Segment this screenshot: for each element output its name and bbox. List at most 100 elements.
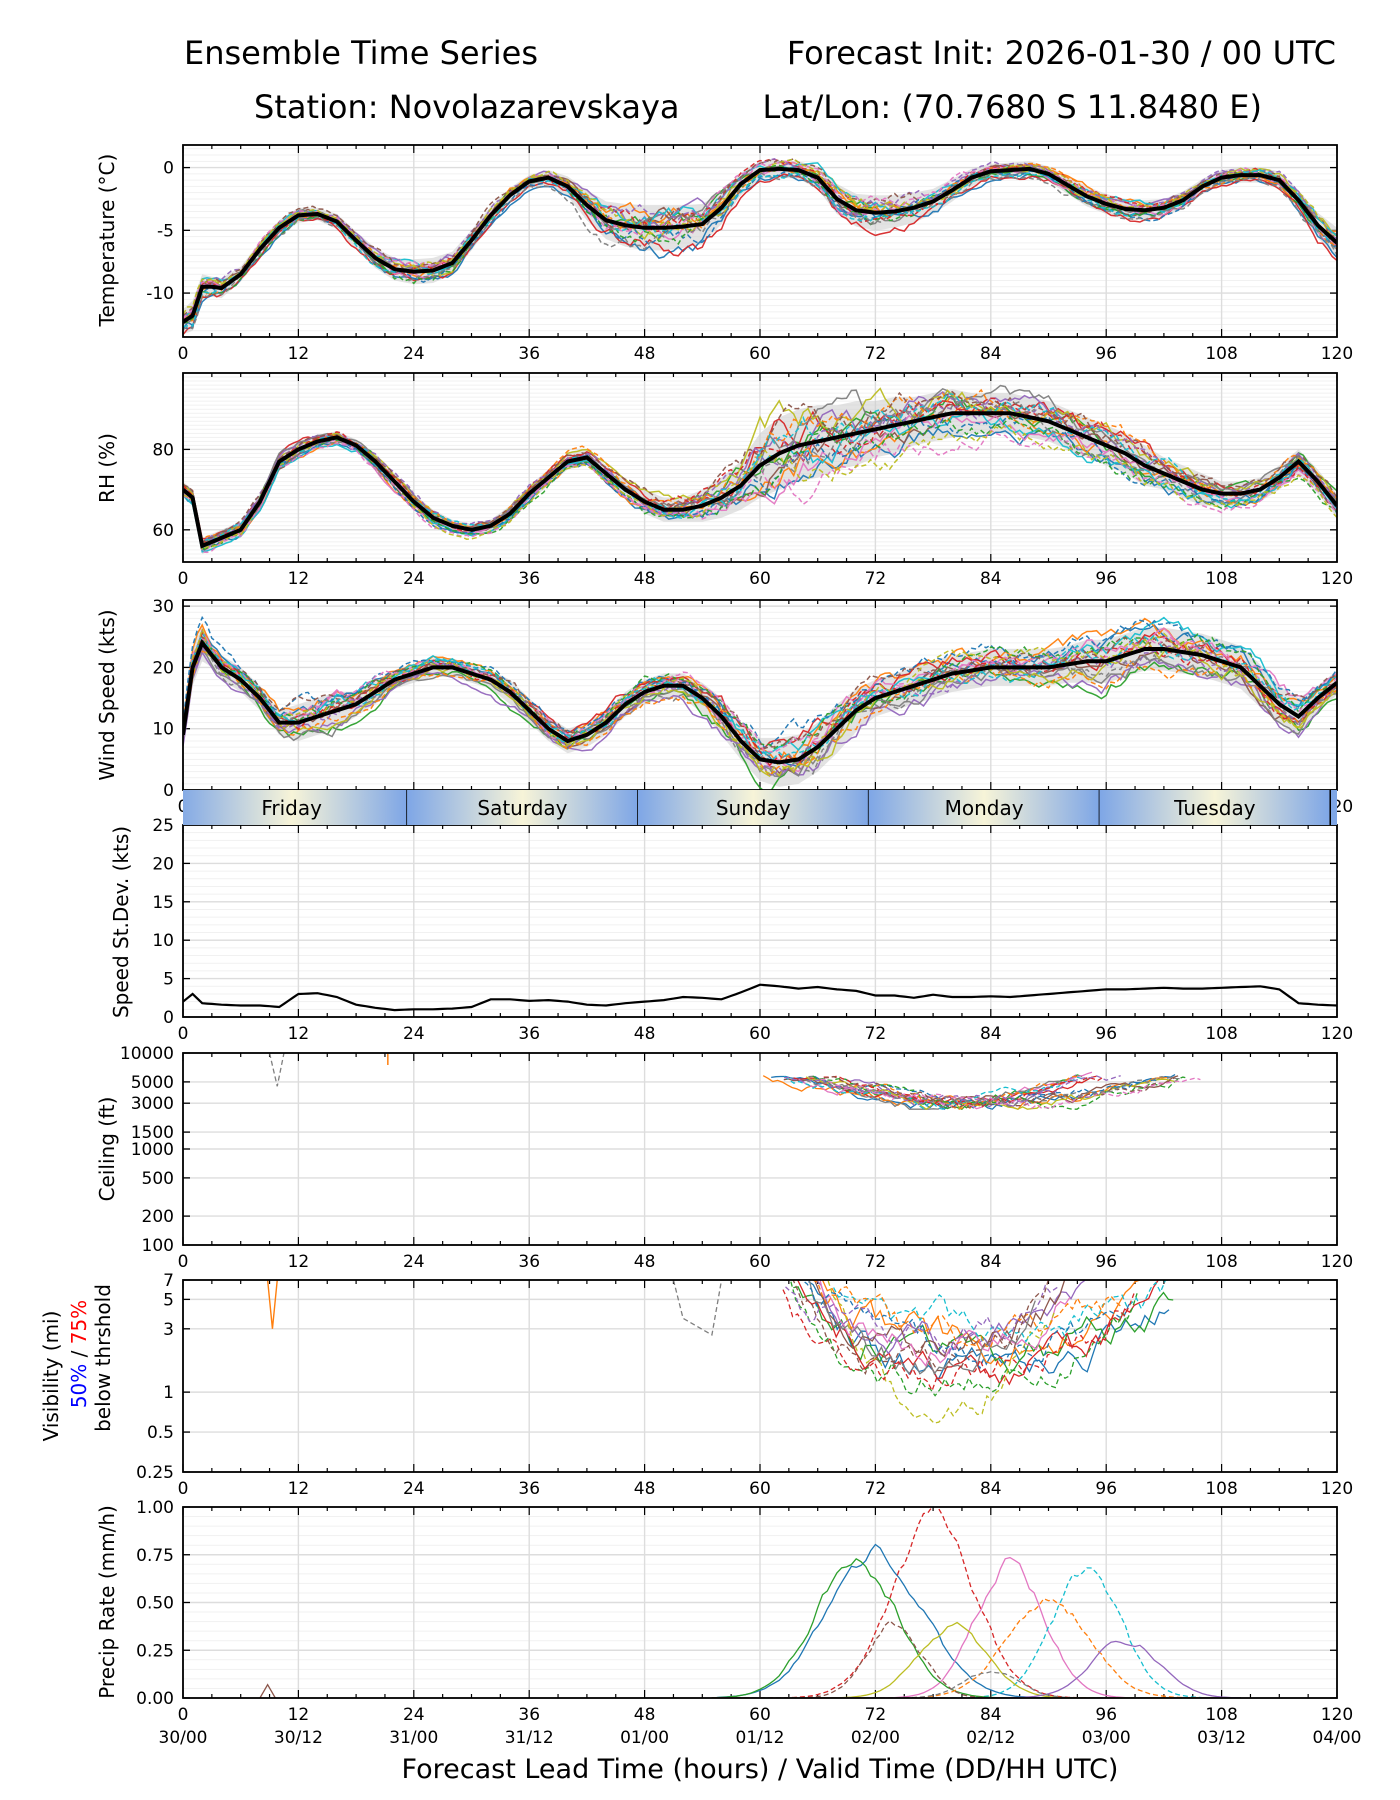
x-tick-label: 48 xyxy=(634,344,656,364)
ensemble-member-line xyxy=(183,631,1337,767)
station-name: Station: Novolazarevskaya xyxy=(254,88,680,126)
visibility-member-line xyxy=(819,1280,1071,1368)
x-tick-label: 0 xyxy=(178,569,189,589)
x-tick-label: 48 xyxy=(634,1024,656,1044)
plot-area xyxy=(183,384,1337,554)
precip-member-line xyxy=(711,1557,1241,1698)
x-tick-label: 60 xyxy=(749,569,771,589)
ensemble-member-line xyxy=(183,616,1337,757)
y-tick-label: 0.5 xyxy=(147,1423,174,1443)
precip-member-line xyxy=(711,1640,1241,1698)
day-of-week-bar: Friday Saturday Sunday Monday Tuesday xyxy=(183,790,1337,825)
vis-75-label: 75% xyxy=(67,1300,91,1344)
ensemble-member-line xyxy=(183,171,1337,331)
precip-member-line xyxy=(711,1621,1241,1698)
y-tick-label: 15 xyxy=(152,893,174,913)
x-tick-label: 120 xyxy=(1321,1252,1353,1272)
x-tick-label: 96 xyxy=(1095,569,1117,589)
y-tick-label: -10 xyxy=(146,284,174,304)
day-segment xyxy=(407,790,638,825)
y-tick-label: 10 xyxy=(152,720,174,740)
x-tick-label: 24 xyxy=(403,569,425,589)
ensemble-member-line xyxy=(183,635,1337,753)
vis-50-label: 50% xyxy=(67,1364,91,1408)
y-tick-label: 3000 xyxy=(131,1094,174,1114)
precip-member-line xyxy=(711,1507,1241,1698)
y-axis-label: Visibility (mi) xyxy=(39,1311,63,1442)
y-axis-label: Ceiling (ft) xyxy=(95,1097,119,1202)
panel-1: 0 -5 -10 0 12 24 36 48 60 72 84 96 108 120 Temperature… xyxy=(95,144,1353,364)
x-tick-label: 84 xyxy=(980,1024,1002,1044)
x-tick-label: 96 xyxy=(1095,1705,1117,1725)
day-label: Monday xyxy=(945,796,1024,820)
precip-member-line xyxy=(711,1597,1241,1698)
x-tick-label: 120 xyxy=(1321,1479,1353,1499)
x-tick-label: 84 xyxy=(980,344,1002,364)
x-tick-label: 48 xyxy=(634,1705,656,1725)
valid-time-label: 02/12 xyxy=(966,1728,1015,1748)
precip-member-line xyxy=(259,1683,276,1698)
visibility-member-line xyxy=(266,1280,278,1329)
x-tick-label: 36 xyxy=(518,1252,540,1272)
vis-sep: / xyxy=(67,1344,91,1363)
x-tick-label: 108 xyxy=(1205,1024,1237,1044)
ensemble-mean-line xyxy=(183,166,1337,324)
x-tick-label: 60 xyxy=(749,1479,771,1499)
x-tick-label: 12 xyxy=(288,569,310,589)
y-tick-label: 100 xyxy=(142,1236,174,1256)
x-tick-label: 72 xyxy=(865,1252,887,1272)
x-tick-label: 48 xyxy=(634,569,656,589)
ensemble-mean-line xyxy=(183,411,1337,549)
ensemble-member-line xyxy=(183,647,1337,778)
x-tick-label: 0 xyxy=(178,1479,189,1499)
day-label: Friday xyxy=(261,796,322,820)
ensemble-member-line xyxy=(183,387,1337,544)
x-tick-label: 108 xyxy=(1205,1705,1237,1725)
x-tick-label: 108 xyxy=(1205,1252,1237,1272)
y-tick-label: -5 xyxy=(157,221,174,241)
ceiling-member-line xyxy=(783,1076,1088,1110)
x-tick-label: 84 xyxy=(980,1705,1002,1725)
panel-6: 75 3 1 0.5 0.250 12 24 36 48 60 72 84 96 108 120 Visibi… xyxy=(39,1271,1353,1499)
x-tick-label: 36 xyxy=(518,344,540,364)
valid-time-label: 01/00 xyxy=(620,1728,669,1748)
y-tick-label: 1500 xyxy=(131,1123,174,1143)
day-segment xyxy=(1099,790,1331,825)
panel-2: 80 60 0 12 24 36 48 60 72 84 96 108 120 RH (%) xyxy=(95,372,1353,589)
plot-area xyxy=(183,157,1337,336)
gridlines xyxy=(182,1279,1338,1473)
valid-time-label: 31/00 xyxy=(389,1728,438,1748)
day-segment xyxy=(183,790,408,825)
y-tick-label: 5 xyxy=(163,970,174,990)
ensemble-member-line xyxy=(183,633,1337,763)
speed-stdev-line xyxy=(183,983,1337,1012)
x-tick-label: 60 xyxy=(749,344,771,364)
precip-member-line xyxy=(711,1671,1241,1698)
x-axis-label: Forecast Lead Time (hours) / Valid Time … xyxy=(402,1754,1119,1785)
y-tick-label: 0.75 xyxy=(136,1546,174,1566)
x-tick-label: 0 xyxy=(178,1705,189,1725)
y-tick-label: 0.50 xyxy=(136,1594,174,1614)
x-tick-label: 72 xyxy=(865,344,887,364)
ceiling-member-line xyxy=(784,1075,1121,1106)
x-tick-label: 0 xyxy=(178,1252,189,1272)
figure-header: Ensemble Time Series Forecast Init: 2026… xyxy=(184,34,1336,126)
x-tick-label: 24 xyxy=(403,1024,425,1044)
x-tick-label: 48 xyxy=(634,1252,656,1272)
y-axis-label: Precip Rate (mm/h) xyxy=(95,1505,119,1699)
x-tick-label: 96 xyxy=(1095,1479,1117,1499)
x-tick-label: 60 xyxy=(749,1024,771,1044)
panel-frame xyxy=(182,1279,1338,1473)
x-tick-label: 12 xyxy=(288,1479,310,1499)
ensemble-member-line xyxy=(183,626,1337,775)
ensemble-member-line xyxy=(183,414,1337,553)
y-tick-label: 20 xyxy=(152,658,174,678)
panel-frame xyxy=(182,144,1338,338)
y-tick-label: 20 xyxy=(152,854,174,874)
gridlines xyxy=(182,145,1338,337)
gridlines xyxy=(182,1052,1338,1246)
ceiling-member-line xyxy=(812,1075,1188,1110)
valid-time-label: 30/12 xyxy=(274,1728,323,1748)
visibility-member-line xyxy=(833,1280,1171,1343)
